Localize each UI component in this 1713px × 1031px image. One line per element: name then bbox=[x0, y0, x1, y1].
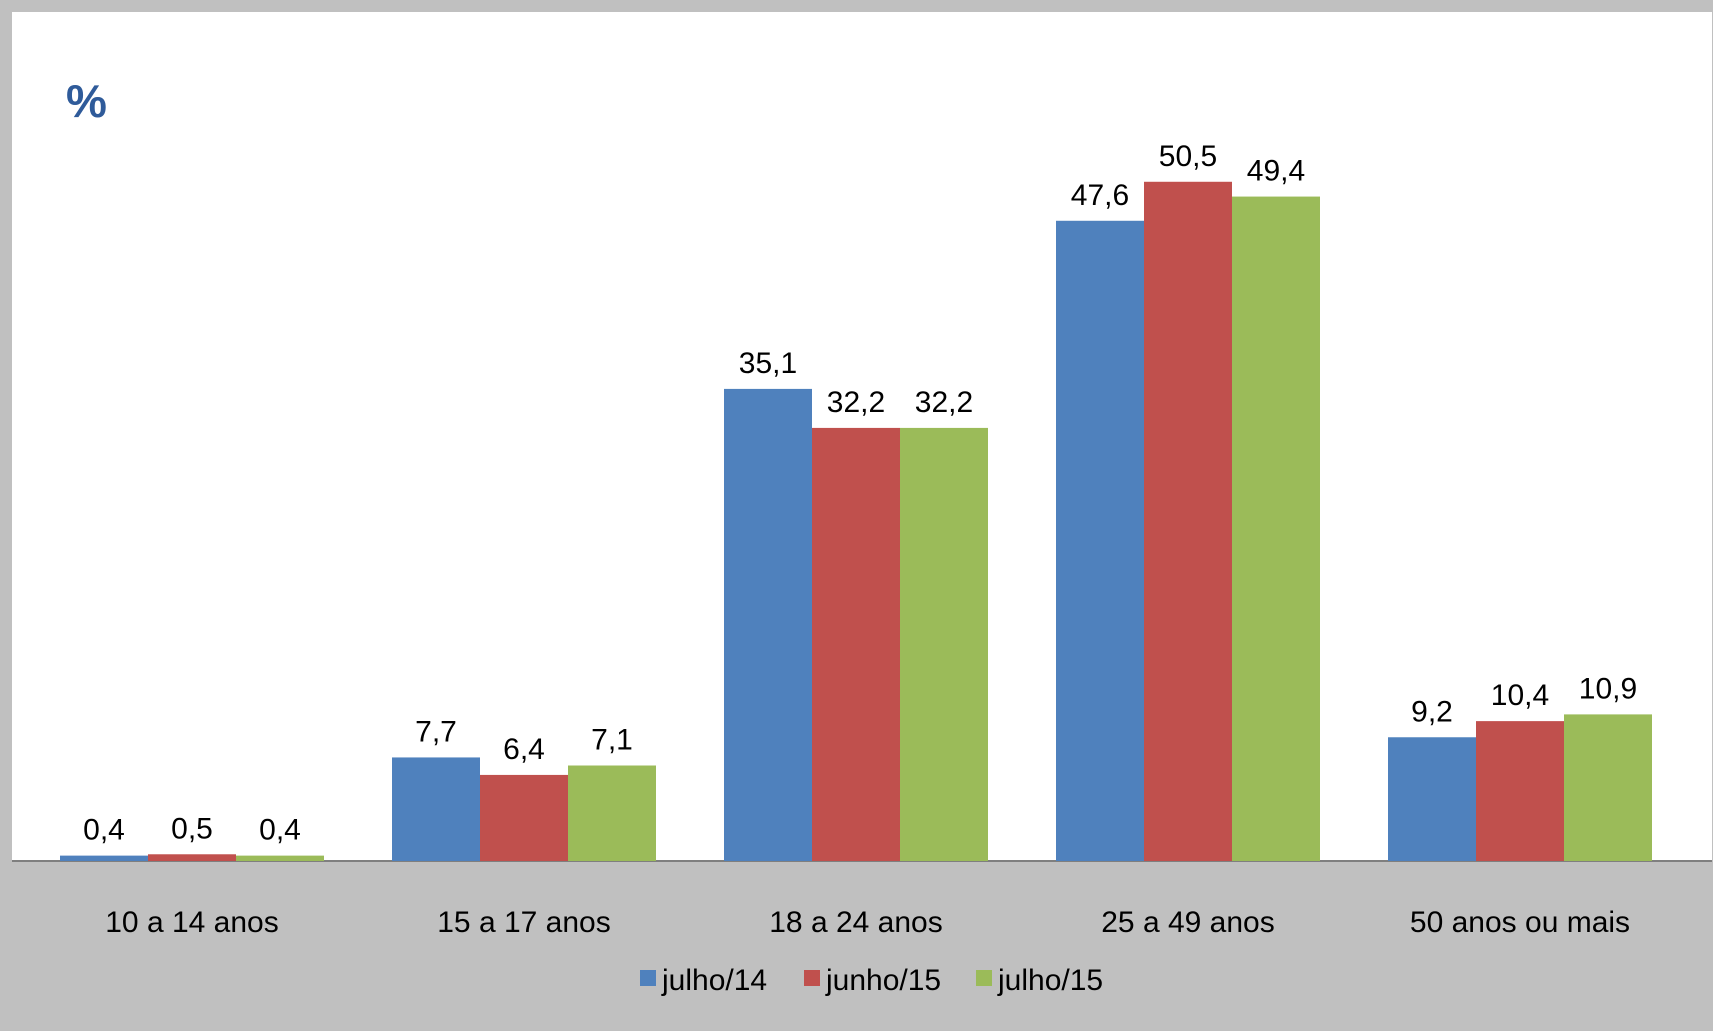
unit-label: % bbox=[66, 75, 107, 127]
bar-5-3 bbox=[1564, 714, 1652, 861]
category-label-2: 15 a 17 anos bbox=[437, 906, 610, 939]
data-label-5-2: 10,4 bbox=[1491, 679, 1549, 712]
data-label-2-1: 7,7 bbox=[415, 715, 457, 748]
legend-swatch-1 bbox=[640, 970, 656, 986]
data-label-3-1: 35,1 bbox=[739, 347, 797, 380]
data-label-1-2: 0,5 bbox=[171, 812, 213, 845]
bar-2-2 bbox=[480, 774, 568, 861]
bar-5-2 bbox=[1476, 721, 1564, 861]
bar-1-2 bbox=[148, 854, 236, 861]
bar-3-1 bbox=[724, 388, 812, 861]
bar-4-3 bbox=[1232, 196, 1320, 861]
bar-4-2 bbox=[1144, 181, 1232, 861]
data-label-1-1: 0,4 bbox=[83, 814, 125, 847]
data-label-1-3: 0,4 bbox=[259, 814, 301, 847]
bar-1-3 bbox=[236, 855, 324, 861]
legend-label-3: julho/15 bbox=[997, 964, 1103, 997]
data-label-5-3: 10,9 bbox=[1579, 672, 1637, 705]
bar-3-3 bbox=[900, 427, 988, 861]
data-label-2-2: 6,4 bbox=[503, 733, 545, 766]
legend-swatch-3 bbox=[976, 970, 992, 986]
data-label-5-1: 9,2 bbox=[1411, 695, 1453, 728]
category-label-5: 50 anos ou mais bbox=[1410, 906, 1630, 939]
data-label-4-2: 50,5 bbox=[1159, 140, 1217, 173]
data-label-3-3: 32,2 bbox=[915, 386, 973, 419]
legend-label-2: junho/15 bbox=[825, 964, 941, 997]
category-label-1: 10 a 14 anos bbox=[105, 906, 278, 939]
data-label-4-3: 49,4 bbox=[1247, 155, 1305, 188]
data-label-4-1: 47,6 bbox=[1071, 179, 1129, 212]
bar-1-1 bbox=[60, 855, 148, 861]
bar-5-1 bbox=[1388, 737, 1476, 861]
legend-label-1: julho/14 bbox=[661, 964, 767, 997]
category-label-3: 18 a 24 anos bbox=[769, 906, 942, 939]
legend-swatch-2 bbox=[804, 970, 820, 986]
data-label-3-2: 32,2 bbox=[827, 386, 885, 419]
category-label-4: 25 a 49 anos bbox=[1101, 906, 1274, 939]
bar-2-1 bbox=[392, 757, 480, 861]
data-label-2-3: 7,1 bbox=[591, 724, 633, 757]
bar-4-1 bbox=[1056, 220, 1144, 861]
bar-2-3 bbox=[568, 765, 656, 861]
bar-3-2 bbox=[812, 427, 900, 861]
